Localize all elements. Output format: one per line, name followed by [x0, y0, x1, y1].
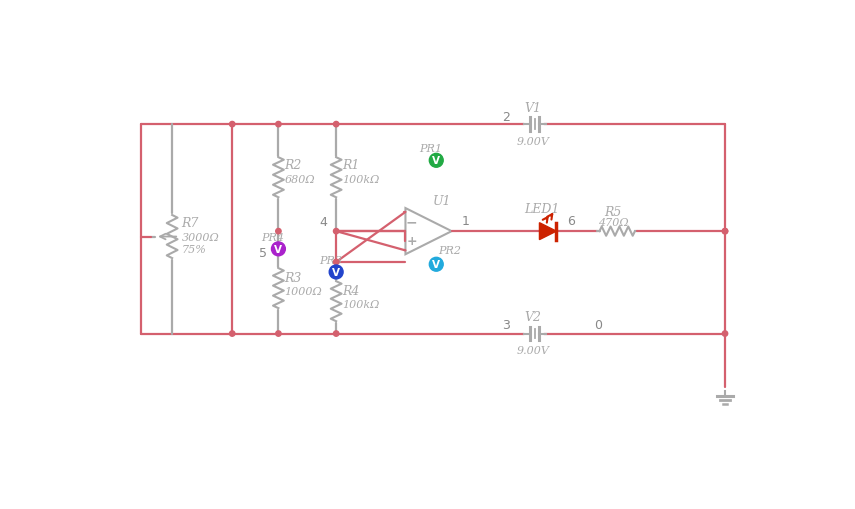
- Text: 4: 4: [319, 216, 327, 229]
- Circle shape: [429, 154, 443, 168]
- Text: U1: U1: [433, 194, 451, 208]
- Circle shape: [333, 331, 339, 336]
- Circle shape: [333, 260, 339, 265]
- Text: 1: 1: [462, 214, 469, 228]
- Text: R4: R4: [342, 285, 360, 297]
- Circle shape: [272, 242, 286, 256]
- Text: 470Ω: 470Ω: [598, 217, 628, 228]
- Circle shape: [722, 229, 728, 234]
- Text: 1000Ω: 1000Ω: [285, 287, 322, 297]
- Text: 3: 3: [502, 318, 510, 331]
- Text: V: V: [274, 244, 282, 254]
- Circle shape: [429, 258, 443, 272]
- Text: V: V: [433, 260, 440, 270]
- Text: 75%: 75%: [181, 244, 206, 254]
- Text: 9.00V: 9.00V: [516, 137, 550, 147]
- Text: PR4: PR4: [262, 232, 285, 242]
- Circle shape: [333, 122, 339, 128]
- Text: LED1: LED1: [524, 202, 559, 215]
- Circle shape: [722, 229, 728, 234]
- Text: V1: V1: [525, 101, 542, 115]
- Polygon shape: [540, 223, 557, 240]
- Text: 5: 5: [259, 247, 267, 260]
- Text: 3000Ω: 3000Ω: [181, 232, 219, 242]
- Text: 680Ω: 680Ω: [285, 175, 315, 184]
- Text: PR2: PR2: [438, 246, 461, 256]
- Text: 100kΩ: 100kΩ: [342, 175, 380, 184]
- Circle shape: [722, 331, 728, 336]
- Text: V: V: [332, 267, 340, 277]
- Circle shape: [275, 122, 281, 128]
- Text: R1: R1: [342, 159, 360, 172]
- Text: R7: R7: [181, 217, 198, 230]
- Circle shape: [275, 331, 281, 336]
- Circle shape: [275, 229, 281, 234]
- Circle shape: [229, 122, 235, 128]
- Text: 0: 0: [594, 318, 602, 331]
- Text: V2: V2: [525, 310, 542, 324]
- Circle shape: [229, 331, 235, 336]
- Text: R5: R5: [604, 205, 622, 218]
- Text: +: +: [406, 235, 417, 248]
- Text: R2: R2: [285, 159, 302, 172]
- Text: PR3: PR3: [319, 255, 342, 265]
- Text: 6: 6: [567, 214, 575, 228]
- Text: PR1: PR1: [419, 144, 442, 154]
- Text: 9.00V: 9.00V: [516, 346, 550, 356]
- Circle shape: [333, 229, 339, 234]
- Text: V: V: [433, 156, 440, 166]
- Text: 100kΩ: 100kΩ: [342, 300, 380, 309]
- Text: 2: 2: [502, 110, 510, 124]
- Circle shape: [329, 266, 343, 279]
- Text: −: −: [406, 215, 417, 229]
- Text: R3: R3: [285, 271, 302, 285]
